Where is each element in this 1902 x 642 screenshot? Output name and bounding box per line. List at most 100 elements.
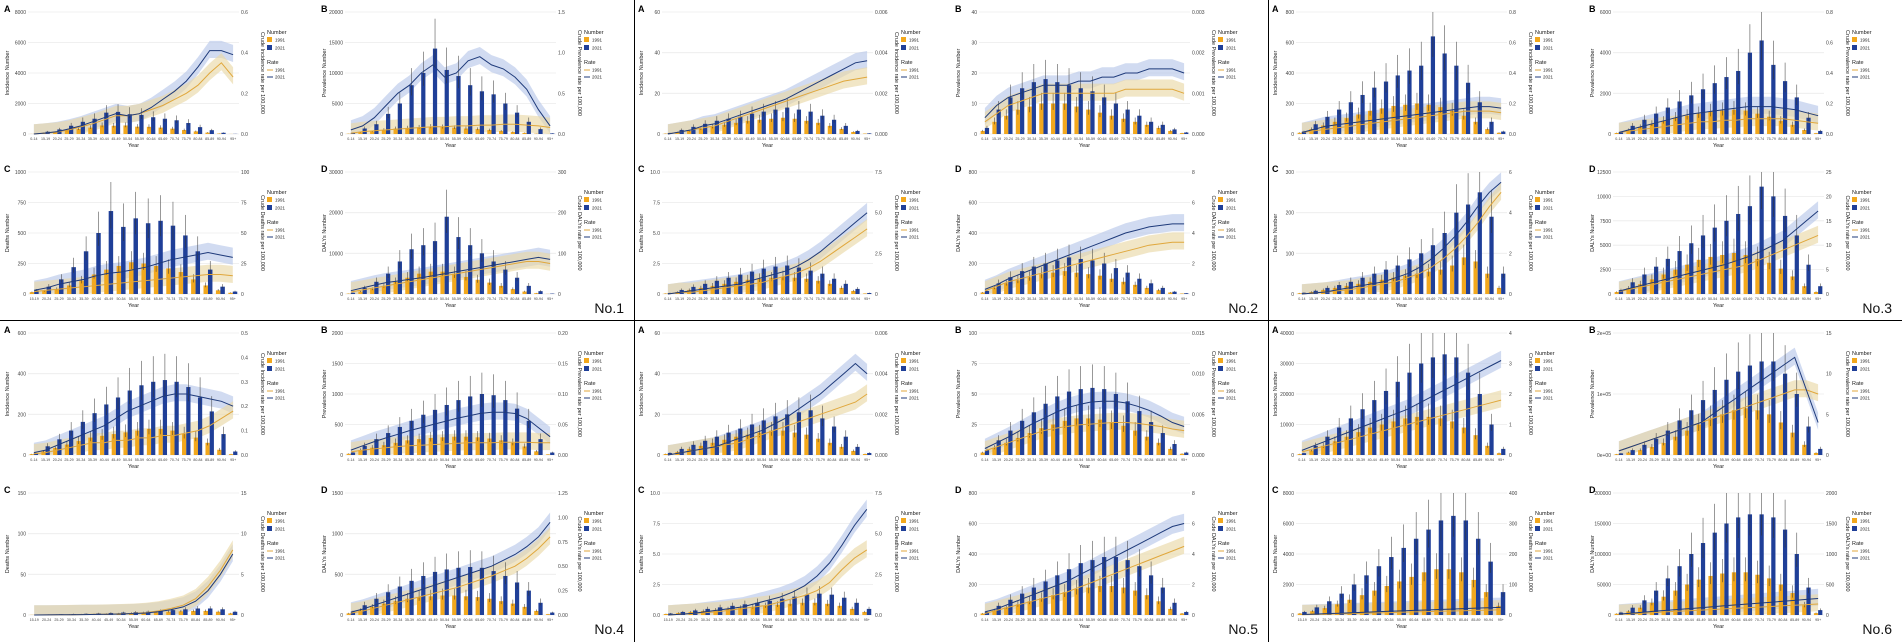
bar-1991 <box>1004 283 1009 294</box>
bar-2021 <box>1442 233 1447 294</box>
legend-swatch-1991 <box>584 197 589 202</box>
legend-number-title: Number <box>1218 190 1238 196</box>
bar-1991 <box>1614 132 1619 134</box>
y2-tick-label: 0 <box>241 292 244 298</box>
x-tick-label: 15-19 <box>1626 137 1635 141</box>
bar-2021 <box>738 116 743 134</box>
bar-1991 <box>228 613 233 615</box>
y2-axis-label: Crude Prevalence rate per 100,000 <box>1210 351 1216 437</box>
bar-1991 <box>769 430 774 455</box>
y-tick-label: 0 <box>974 132 977 138</box>
x-tick-label: 70-74 <box>487 297 496 301</box>
bar-1991 <box>1755 258 1760 294</box>
y-tick-label: 2000 <box>1600 91 1611 97</box>
legend-label-1991: 1991 <box>1543 198 1554 203</box>
y2-axis-label: Crude DALYs rate per 100,000 <box>576 195 582 270</box>
rate-band-1991 <box>33 53 234 134</box>
x-tick-label: 60-64 <box>780 458 789 462</box>
bar-2021 <box>139 385 144 455</box>
x-tick-label: 85-89 <box>1471 618 1480 622</box>
bar-2021 <box>221 132 226 134</box>
x-tick-label: 90-94 <box>851 458 860 462</box>
x-tick-label: 55-59 <box>1720 458 1729 462</box>
legend-rate-label-1991: 1991 <box>1860 389 1871 394</box>
bar-2021 <box>1184 611 1189 615</box>
y2-tick-label: 0.75 <box>558 540 568 546</box>
bar-2021 <box>59 279 64 294</box>
y2-tick-label: 0.10 <box>558 392 568 398</box>
bar-1991 <box>1731 109 1737 134</box>
y-tick-label: 0 <box>657 132 660 138</box>
bar-2021 <box>1454 65 1459 134</box>
bar-1991 <box>1661 274 1666 294</box>
y2-tick-label: 0 <box>1509 453 1512 459</box>
bar-2021 <box>1419 363 1424 455</box>
rate-line-1991 <box>668 549 868 616</box>
x-tick-label: 40-44 <box>1368 458 1377 462</box>
y2-tick-label: 0.002 <box>875 91 888 97</box>
rate-band-2021 <box>668 499 867 615</box>
bar-1991 <box>1015 280 1021 294</box>
bar-1991 <box>1050 595 1056 615</box>
legend-number-title: Number <box>267 190 287 196</box>
bar-2021 <box>1160 587 1165 615</box>
bar-1991 <box>428 596 433 615</box>
x-tick-label: 45-49 <box>111 137 120 141</box>
x-tick-label: 35-39 <box>405 297 414 301</box>
bar-1991 <box>1720 573 1725 615</box>
x-axis-label: Year <box>1079 143 1090 149</box>
y-axis-label: DALYs Number <box>1590 535 1596 573</box>
bar-1991 <box>440 126 445 134</box>
legend-swatch-2021 <box>901 205 906 210</box>
bar-2021 <box>174 381 179 455</box>
bar-1991 <box>750 606 756 615</box>
bar-1991 <box>487 130 492 134</box>
legend-label-2021: 2021 <box>275 206 286 211</box>
bar-2021 <box>221 434 226 455</box>
x-tick-label: 35-39 <box>713 618 722 622</box>
legend-label-1991: 1991 <box>1860 519 1871 524</box>
x-tick-label: 80-84 <box>193 137 202 141</box>
bar-1991 <box>1050 103 1056 134</box>
x-tick-label: 35-39 <box>1356 297 1365 301</box>
x-tick-label: 25-29 <box>64 458 73 462</box>
bar-2021 <box>1043 581 1048 615</box>
x-tick-label: 25-29 <box>381 137 390 141</box>
x-tick-label: 35-39 <box>405 618 414 622</box>
y-axis-label: Deaths Number <box>5 535 11 574</box>
bar-2021 <box>761 268 766 294</box>
bar-1991 <box>1661 596 1666 615</box>
y2-tick-label: 100 <box>1509 583 1518 589</box>
y-tick-label: 20 <box>654 412 660 418</box>
x-tick-label: 55-59 <box>1720 137 1729 141</box>
bar-2021 <box>796 267 802 294</box>
bar-2021 <box>538 602 543 615</box>
y2-tick-label: 1500 <box>1826 522 1837 528</box>
y2-tick-label: 0.0 <box>875 613 882 619</box>
bar-1991 <box>816 280 821 294</box>
bar-1991 <box>839 446 844 455</box>
y-tick-label: 50 <box>971 392 977 398</box>
x-tick-label: 35-39 <box>722 297 731 301</box>
x-tick-label: 20-24 <box>42 618 51 622</box>
x-tick-label: 85-89 <box>522 458 531 462</box>
x-axis-label: Year <box>445 624 456 630</box>
bar-1991 <box>1708 256 1713 294</box>
bar-1991 <box>862 293 868 294</box>
x-tick-label: 60-64 <box>463 137 472 141</box>
bar-1991 <box>393 281 398 294</box>
bar-2021 <box>197 397 203 455</box>
bar-2021 <box>755 602 760 615</box>
bar-2021 <box>1689 243 1694 294</box>
bar-1991 <box>792 118 797 134</box>
x-tick-label: 75-79 <box>499 297 508 301</box>
bar-2021 <box>1465 204 1471 294</box>
x-tick-label: 30-34 <box>710 458 719 462</box>
bar-1991 <box>1471 579 1476 615</box>
bar-2021 <box>397 103 402 134</box>
bar-1991 <box>1778 422 1783 455</box>
bar-1991 <box>1344 436 1349 455</box>
legend-rate-label-2021: 2021 <box>1226 556 1237 561</box>
bar-1991 <box>1372 590 1377 615</box>
